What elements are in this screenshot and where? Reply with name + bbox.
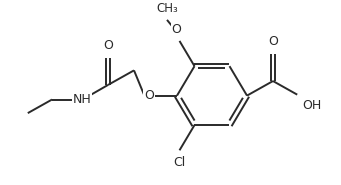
Text: NH: NH xyxy=(73,93,91,106)
Text: OH: OH xyxy=(302,99,322,112)
Text: O: O xyxy=(172,23,181,36)
Text: CH₃: CH₃ xyxy=(156,2,178,15)
Text: O: O xyxy=(103,39,113,52)
Text: O: O xyxy=(144,89,154,102)
Text: Cl: Cl xyxy=(173,156,186,169)
Text: O: O xyxy=(268,36,278,48)
